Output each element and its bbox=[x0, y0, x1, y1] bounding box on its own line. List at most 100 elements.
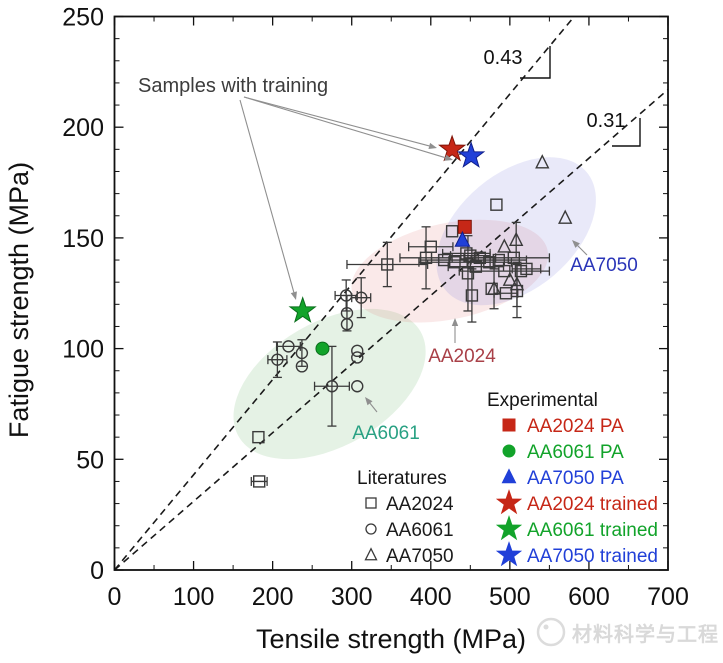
arrow-training-to-red-star-head bbox=[428, 142, 437, 150]
data-point-circle bbox=[325, 380, 339, 393]
legend-marker-star bbox=[495, 489, 523, 515]
data-point-circle bbox=[351, 351, 364, 364]
data-point-square bbox=[483, 256, 496, 269]
slope-bracket-0.43 bbox=[520, 46, 551, 79]
data-point-square bbox=[490, 198, 503, 211]
data-point-square bbox=[461, 267, 475, 280]
region-label-aa6061: AA6061 bbox=[352, 423, 420, 444]
x-axis-title: Tensile strength (MPa) bbox=[256, 624, 526, 654]
legend-label: AA6061 trained bbox=[527, 520, 658, 541]
data-point-circle bbox=[355, 291, 368, 304]
arrow-aa7050-label-head bbox=[572, 240, 580, 248]
legend-marker-triangle bbox=[364, 547, 378, 561]
data-points bbox=[250, 134, 573, 488]
data-point-circle bbox=[295, 346, 309, 360]
data-point-triangle bbox=[486, 280, 502, 295]
series-aa2024-literature bbox=[250, 198, 551, 488]
data-point-circle bbox=[295, 360, 309, 373]
x-tick-label: 400 bbox=[410, 583, 452, 611]
x-tick-label: 600 bbox=[568, 583, 610, 611]
arrow-aa2024-label-head bbox=[451, 318, 459, 326]
legend-label: AA2024 trained bbox=[527, 494, 658, 515]
arrow-aa7050-label bbox=[577, 245, 588, 256]
legend-marker-circle bbox=[502, 444, 516, 458]
data-point-square bbox=[253, 475, 266, 488]
data-point-circle bbox=[351, 380, 364, 393]
y-tick-label: 50 bbox=[76, 446, 104, 474]
y-tick-label: 150 bbox=[62, 225, 104, 253]
data-point-square bbox=[457, 219, 472, 234]
legend-experimental: Experimental AA2024 PA AA6061 PA AA7050 PA… bbox=[487, 390, 658, 567]
arrow-training-to-green-star bbox=[239, 99, 295, 293]
data-point-square bbox=[520, 262, 533, 276]
data-point-square bbox=[498, 264, 511, 278]
y-tick-label: 0 bbox=[90, 557, 104, 585]
series-aa6061-literature bbox=[267, 277, 372, 427]
legend-marker-circle bbox=[365, 523, 377, 535]
legend-label: AA7050 PA bbox=[527, 468, 624, 489]
legend-label: AA6061 bbox=[386, 520, 454, 541]
legend-label: AA6061 PA bbox=[527, 442, 624, 463]
data-point-triangle bbox=[509, 275, 525, 291]
legend-marker-star bbox=[495, 541, 523, 567]
x-tick-label: 100 bbox=[173, 583, 215, 611]
watermark-text: 材料科学与工程 bbox=[572, 622, 719, 646]
arrow-training-to-blue-star bbox=[243, 96, 446, 159]
data-point-triangle bbox=[502, 271, 518, 286]
legend-literatures: Literatures AA2024 AA6061 AA7050 bbox=[357, 468, 454, 567]
legend-literatures-title: Literatures bbox=[357, 468, 447, 489]
data-point-square bbox=[252, 430, 265, 444]
region-ellipse-aa2024 bbox=[351, 219, 549, 323]
data-point-triangle bbox=[454, 230, 471, 247]
x-tick-label: 700 bbox=[647, 583, 689, 611]
x-tick-label: 500 bbox=[489, 583, 531, 611]
data-point-square bbox=[448, 256, 461, 269]
region-label-aa7050: AA7050 bbox=[570, 255, 638, 276]
data-point-triangle bbox=[558, 209, 573, 224]
y-tick-label: 200 bbox=[62, 114, 104, 142]
slope-line-0.31 bbox=[113, 88, 669, 571]
data-point-square bbox=[424, 240, 437, 253]
slope-bracket-0.31 bbox=[612, 118, 641, 147]
x-tick-label: 0 bbox=[108, 583, 122, 611]
slope-label-0.31: 0.31 bbox=[587, 110, 626, 132]
arrow-aa6061-label-head bbox=[365, 397, 373, 406]
legend-label: AA7050 trained bbox=[527, 546, 658, 567]
arrow-training-to-red-star bbox=[243, 96, 430, 147]
data-point-triangle bbox=[497, 238, 512, 253]
watermark-logo-dot bbox=[543, 624, 549, 630]
legend-experimental-title: Experimental bbox=[487, 390, 598, 411]
data-point-square bbox=[438, 253, 451, 267]
data-point-circle bbox=[340, 318, 354, 331]
series-aa2024-trained bbox=[438, 134, 467, 162]
legend-label: AA7050 bbox=[386, 546, 454, 567]
slope-label-0.43: 0.43 bbox=[484, 47, 523, 69]
data-point-square bbox=[445, 225, 459, 238]
y-tick-label: 100 bbox=[62, 336, 104, 364]
series-aa6061-pa bbox=[315, 341, 330, 356]
data-point-square bbox=[381, 258, 394, 271]
data-point-square bbox=[465, 289, 479, 302]
data-point-star bbox=[457, 141, 486, 168]
x-tick-label: 200 bbox=[252, 583, 294, 611]
arrow-training-to-blue-star-head bbox=[444, 154, 453, 161]
data-point-square bbox=[469, 260, 483, 273]
legend-label: AA2024 bbox=[386, 494, 454, 515]
y-tick-label: 250 bbox=[62, 4, 104, 32]
data-point-circle bbox=[351, 344, 364, 358]
series-aa7050-literature bbox=[486, 154, 573, 310]
reference-lines bbox=[113, 15, 669, 571]
arrow-training-to-green-star-head bbox=[290, 291, 297, 300]
region-label-aa2024: AA2024 bbox=[428, 346, 496, 367]
legend-marker-square bbox=[502, 418, 516, 432]
legend-marker-triangle bbox=[501, 468, 517, 484]
data-point-triangle bbox=[535, 154, 550, 169]
legend-marker-star bbox=[495, 515, 523, 541]
data-point-circle bbox=[271, 353, 284, 366]
watermark-logo bbox=[536, 617, 566, 647]
annotation-samples-with-training: Samples with training bbox=[138, 75, 328, 97]
arrow-aa6061-label bbox=[369, 402, 378, 413]
watermark: 材料科学与工程 bbox=[536, 617, 719, 647]
